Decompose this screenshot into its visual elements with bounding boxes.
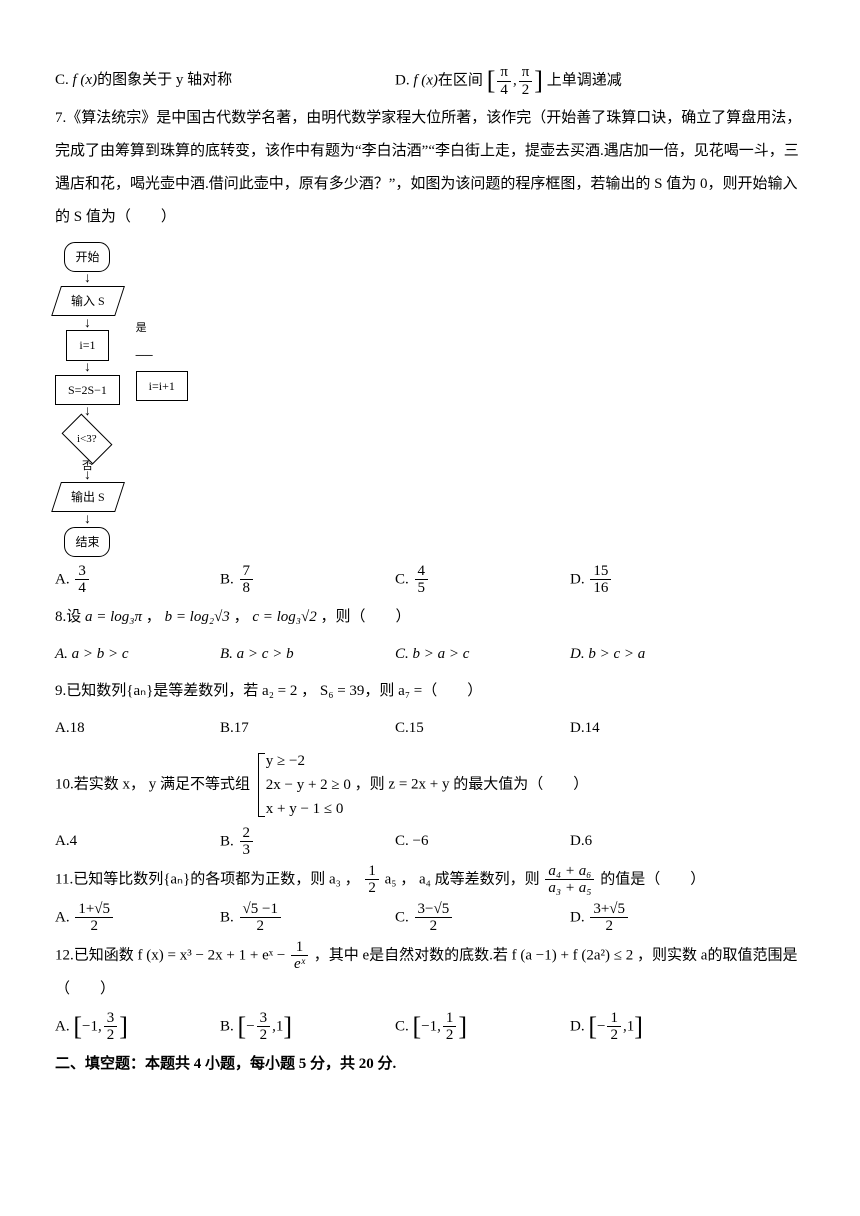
text: 的图象关于 y 轴对称 (97, 72, 232, 88)
q7-stem: 7.《算法统宗》是中国古代数学名著，由明代数学家程大位所著，该作完（开始善了珠算… (55, 102, 805, 234)
fx: f (x) (73, 72, 98, 88)
opt-a: A. 1+√52 (55, 901, 220, 935)
opt-c: C. −6 (395, 825, 570, 859)
q12-options: A. [−1,32] B. [−32,1] C. [−1,12] D. [−12… (55, 1010, 805, 1044)
opt-d: D.6 (570, 825, 805, 859)
fc-start: 开始 (64, 242, 110, 272)
opt-c: C.15 (395, 712, 570, 745)
opt-d: D. 3+√52 (570, 901, 805, 935)
label: C. (55, 72, 73, 88)
opt-b: B. 23 (220, 825, 395, 859)
q12-stem: 12.已知函数 f (x) = x³ − 2x + 1 + eˣ − 1eˣ ，… (55, 939, 805, 1006)
den: 4 (497, 82, 511, 99)
ineq2: 2x − y + 2 ≥ 0 (266, 773, 351, 797)
flowchart: 开始 ↓ 输入 S ↓ i=1 ↓ S=2S−1 ↓ i<3? 否↓ 输出 S … (55, 240, 805, 559)
opt-b: B.17 (220, 712, 395, 745)
opt-b: B. [−32,1] (220, 1010, 395, 1044)
opt-d: D.14 (570, 712, 805, 745)
den: 2 (519, 82, 533, 99)
fc-proc: S=2S−1 (55, 375, 120, 405)
q7-options: A. 34 B. 78 C. 45 D. 1516 (55, 563, 805, 597)
ineq1: y ≥ −2 (266, 749, 351, 773)
label: D. (395, 72, 413, 88)
ineq3: x + y − 1 ≤ 0 (266, 797, 351, 821)
fc-cond: i<3? (78, 427, 98, 451)
q8-stem: 8.设 a = log₃π ， b = log₂√3 ， c = log₃√2 … (55, 601, 805, 634)
q6-options: C. f (x)的图象关于 y 轴对称 D. f (x)在区间 [π4,π2] … (55, 64, 805, 98)
opt-b: B. 78 (220, 563, 395, 597)
q11-stem: 11.已知等比数列{aₙ}的各项都为正数，则 a₃ ， 12 a₅ ， a₄ 成… (55, 863, 805, 897)
q11-options: A. 1+√52 B. √5 −12 C. 3−√52 D. 3+√52 (55, 901, 805, 935)
opt-a: A. a > b > c (55, 638, 220, 671)
opt-d: D. 1516 (570, 563, 805, 597)
q8-options: A. a > b > c B. a > c > b C. b > a > c D… (55, 638, 805, 671)
fc-end: 结束 (64, 527, 110, 557)
opt-d: D. b > c > a (570, 638, 805, 671)
opt-a: A. [−1,32] (55, 1010, 220, 1044)
q9-options: A.18 B.17 C.15 D.14 (55, 712, 805, 745)
section-2-heading: 二、填空题：本题共 4 小题，每小题 5 分，共 20 分. (55, 1048, 805, 1081)
fx: f (x) (413, 72, 438, 88)
fc-yes: 是 (136, 316, 188, 340)
fc-output: 输出 S (71, 484, 105, 510)
text: 上单调递减 (547, 72, 622, 88)
stem-text: 7.《算法统宗》是中国古代数学名著，由明代数学家程大位所著，该作完（开始善了珠算… (55, 110, 801, 225)
text: 在区间 (438, 72, 483, 88)
opt-a: A.4 (55, 825, 220, 859)
q9-stem: 9.已知数列{aₙ}是等差数列，若 a₂ = 2 ， S₆ = 39，则 a₇ … (55, 675, 805, 708)
num: π (497, 64, 511, 82)
fc-input: 输入 S (71, 288, 105, 314)
opt-b: B. a > c > b (220, 638, 395, 671)
opt-c: C. 45 (395, 563, 570, 597)
opt-d: D. f (x)在区间 [π4,π2] 上单调递减 (395, 64, 622, 98)
fc-init: i=1 (66, 330, 108, 360)
num: π (519, 64, 533, 82)
opt-c: C. 3−√52 (395, 901, 570, 935)
opt-d: D. [−12,1] (570, 1010, 805, 1044)
opt-c: C. b > a > c (395, 638, 570, 671)
opt-a: A.18 (55, 712, 220, 745)
q10-options: A.4 B. 23 C. −6 D.6 (55, 825, 805, 859)
q10-stem: 10.若实数 x， y 满足不等式组 y ≥ −2 2x − y + 2 ≥ 0… (55, 749, 805, 821)
opt-c: C. [−1,12] (395, 1010, 570, 1044)
opt-b: B. √5 −12 (220, 901, 395, 935)
opt-a: A. 34 (55, 563, 220, 597)
opt-c: C. f (x)的图象关于 y 轴对称 (55, 64, 395, 98)
fc-loop: i=i+1 (136, 371, 188, 401)
